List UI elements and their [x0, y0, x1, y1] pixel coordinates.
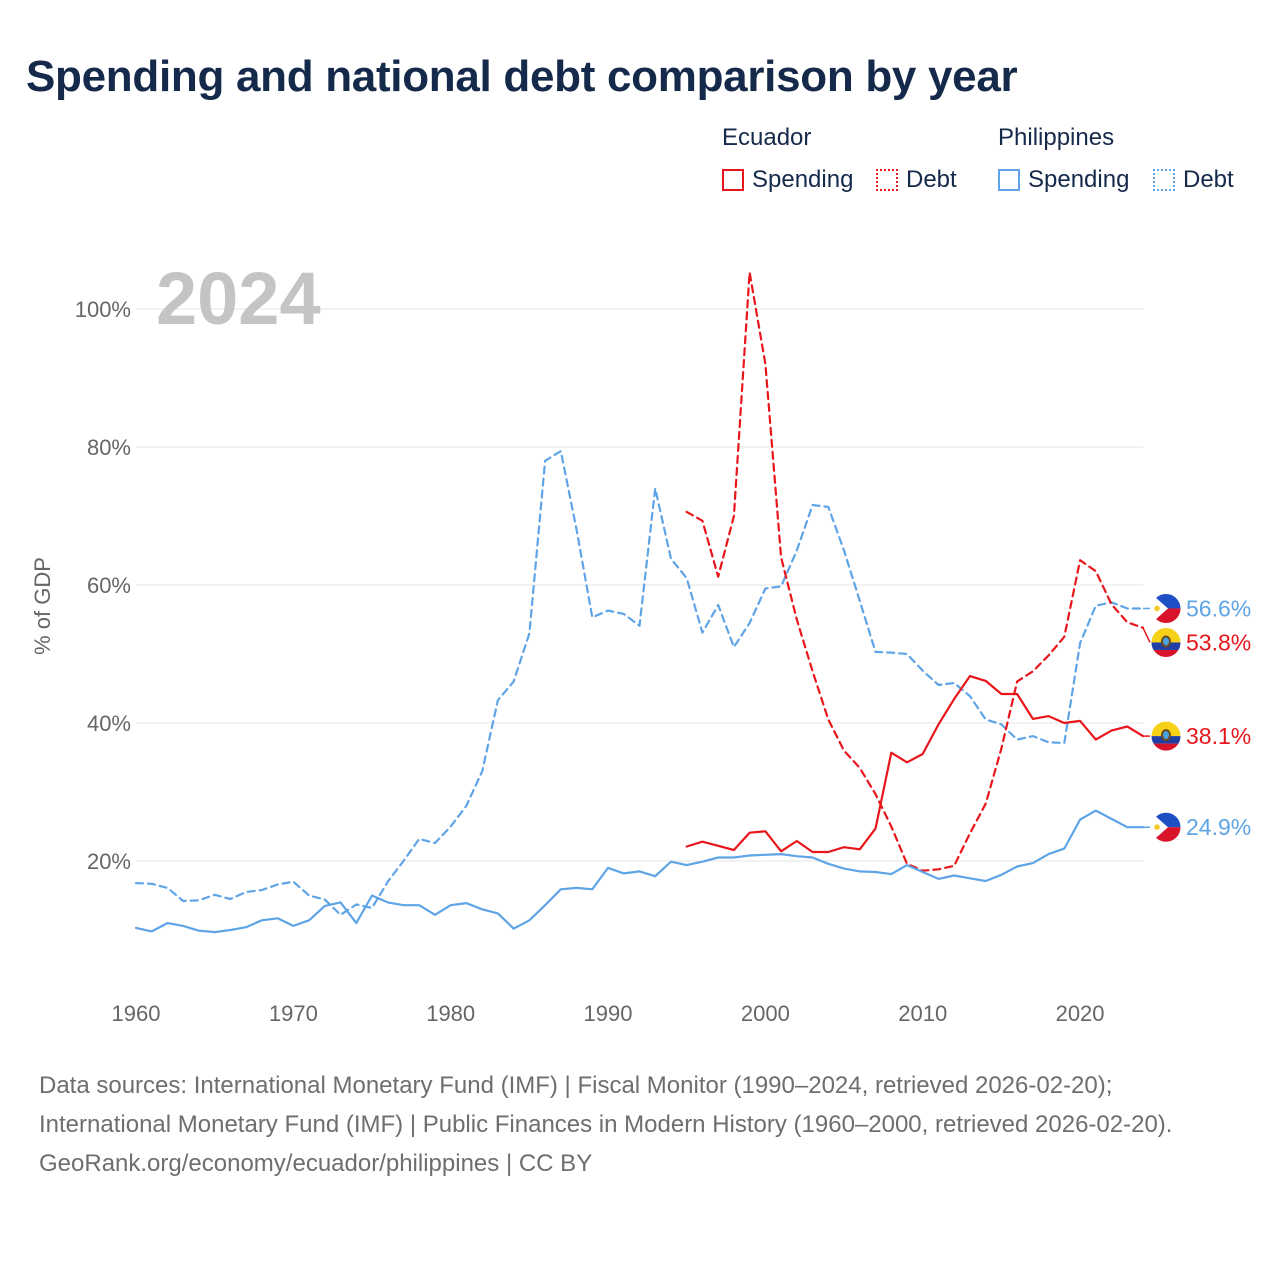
y-axis-label: % of GDP: [30, 557, 55, 655]
x-tick-label: 2010: [898, 1001, 947, 1026]
y-tick-label: 100%: [75, 297, 131, 322]
legend-item-philippines-spending[interactable]: Spending: [998, 166, 1129, 194]
x-axis-ticks: 1960 1970 1980 1990 2000 2010 2020: [112, 1001, 1105, 1026]
legend-label: Debt: [906, 166, 957, 193]
legend: Ecuador Spending Debt Philippines Spendi…: [0, 124, 1280, 204]
x-tick-label: 1970: [269, 1001, 318, 1026]
y-tick-label: 40%: [87, 711, 131, 736]
flag-border: [1150, 626, 1182, 658]
legend-swatch-dotted-red: [876, 169, 898, 191]
end-value-label: 24.9%: [1186, 814, 1251, 840]
legend-swatch-dotted-blue: [1153, 169, 1175, 191]
x-tick-label: 1990: [584, 1001, 633, 1026]
legend-label: Spending: [1028, 166, 1130, 193]
y-tick-label: 60%: [87, 573, 131, 598]
footer: Data sources: International Monetary Fun…: [39, 1066, 1239, 1183]
x-tick-label: 2020: [1056, 1001, 1105, 1026]
end-marker-philippines-debt: 56.6%: [1143, 592, 1251, 624]
line-chart: 2024 % of GDP 20%40%60%80%100% 1960 1970 1…: [30, 257, 1251, 1026]
legend-item-ecuador-debt[interactable]: Debt: [876, 166, 957, 194]
end-marker-philippines-spending: 24.9%: [1143, 811, 1251, 843]
chart-title: Spending and national debt comparison by…: [26, 52, 1018, 101]
connector-line: [1142, 627, 1151, 643]
series-line-philippines-debt: [134, 450, 1145, 916]
end-value-label: 56.6%: [1186, 595, 1251, 621]
ecuador-flag-icon: [1151, 721, 1181, 752]
legend-label: Spending: [752, 166, 854, 193]
x-tick-label: 1980: [426, 1001, 475, 1026]
flag-stripe-yellow: [1151, 721, 1181, 737]
flag-stripe-yellow: [1151, 627, 1181, 643]
legend-swatch-solid-red: [722, 169, 744, 191]
flag-border: [1150, 592, 1182, 624]
series-line-ecuador-debt: [685, 271, 1145, 872]
data-sources: Data sources: International Monetary Fun…: [39, 1072, 1173, 1138]
end-marker-ecuador-spending: 38.1%: [1143, 720, 1251, 752]
series-line-philippines-spending: [134, 809, 1145, 934]
flag-emblem-center: [1163, 637, 1169, 646]
legend-label: Debt: [1183, 166, 1234, 193]
flag-emblem-center: [1163, 731, 1169, 740]
flag-sun: [1154, 605, 1160, 612]
series-line-ecuador-spending: [685, 674, 1145, 854]
flag-border: [1150, 811, 1182, 843]
gridlines: [136, 308, 1143, 862]
ecuador-flag-icon: [1151, 627, 1181, 658]
y-tick-label: 80%: [87, 435, 131, 460]
attribution: GeoRank.org/economy/ecuador/philippines …: [39, 1150, 593, 1177]
year-watermark: 2024: [156, 257, 321, 340]
end-value-label: 53.8%: [1186, 629, 1251, 655]
legend-item-philippines-debt[interactable]: Debt: [1153, 166, 1234, 194]
legend-swatch-solid-blue: [998, 169, 1020, 191]
legend-group-philippines: Philippines: [998, 124, 1115, 151]
flag-stripe-red: [1151, 649, 1181, 658]
flag-stripe-red: [1151, 743, 1181, 752]
end-markers: 56.6% 53.8% 38.1% 24.9%: [1142, 592, 1251, 843]
legend-item-ecuador-spending[interactable]: Spending: [722, 166, 853, 194]
flag-border: [1150, 720, 1182, 752]
end-marker-ecuador-debt: 53.8%: [1142, 626, 1251, 658]
philippines-flag-icon: [1151, 593, 1181, 624]
flag-sun: [1154, 824, 1160, 830]
legend-group-ecuador: Ecuador: [722, 124, 812, 151]
y-axis-ticks: 20% 40% 60% 80% 100%: [75, 297, 131, 874]
y-tick-label: 20%: [87, 849, 131, 874]
x-tick-label: 1960: [112, 1001, 161, 1026]
end-value-label: 38.1%: [1186, 723, 1251, 749]
philippines-flag-icon: [1151, 812, 1181, 843]
x-tick-label: 2000: [741, 1001, 790, 1026]
series-lines: [134, 271, 1145, 934]
